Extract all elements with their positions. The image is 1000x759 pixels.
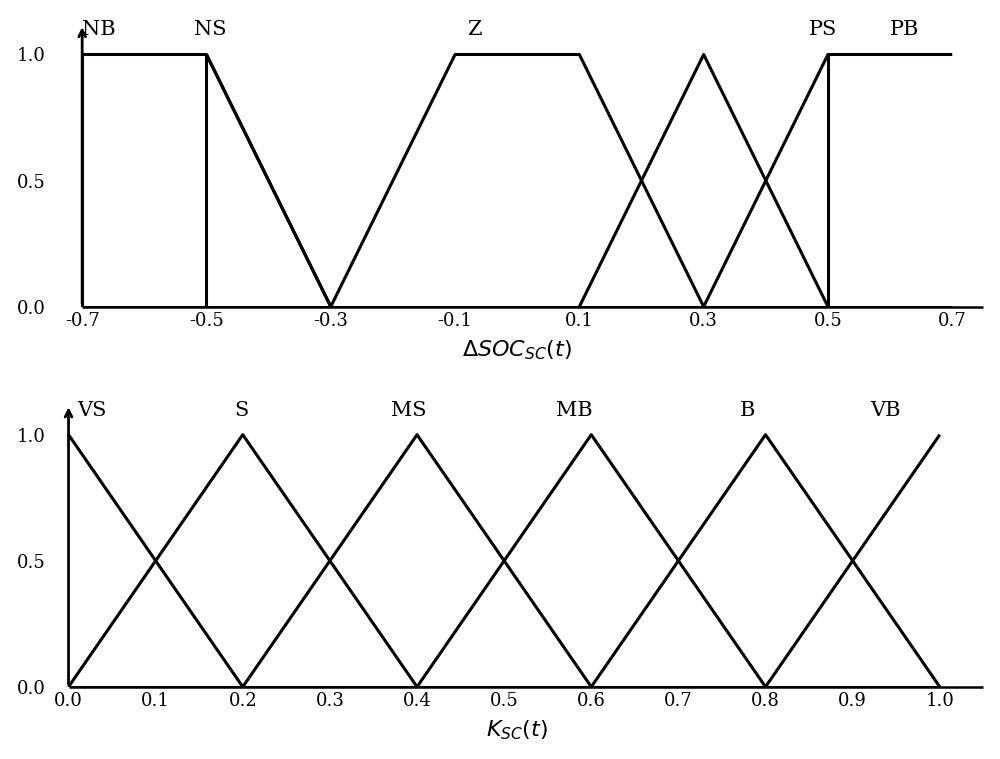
Text: NS: NS [194, 20, 227, 39]
Text: PS: PS [809, 20, 838, 39]
Text: MS: MS [391, 401, 426, 420]
Text: VB: VB [870, 401, 901, 420]
Text: Z: Z [467, 20, 482, 39]
Text: PB: PB [890, 20, 919, 39]
Text: S: S [234, 401, 248, 420]
Text: VS: VS [77, 401, 107, 420]
X-axis label: $K_{SC}(t)$: $K_{SC}(t)$ [486, 719, 548, 742]
X-axis label: $\Delta SOC_{SC}(t)$: $\Delta SOC_{SC}(t)$ [462, 339, 572, 362]
Text: MB: MB [556, 401, 593, 420]
Text: B: B [739, 401, 755, 420]
Text: NB: NB [82, 20, 116, 39]
